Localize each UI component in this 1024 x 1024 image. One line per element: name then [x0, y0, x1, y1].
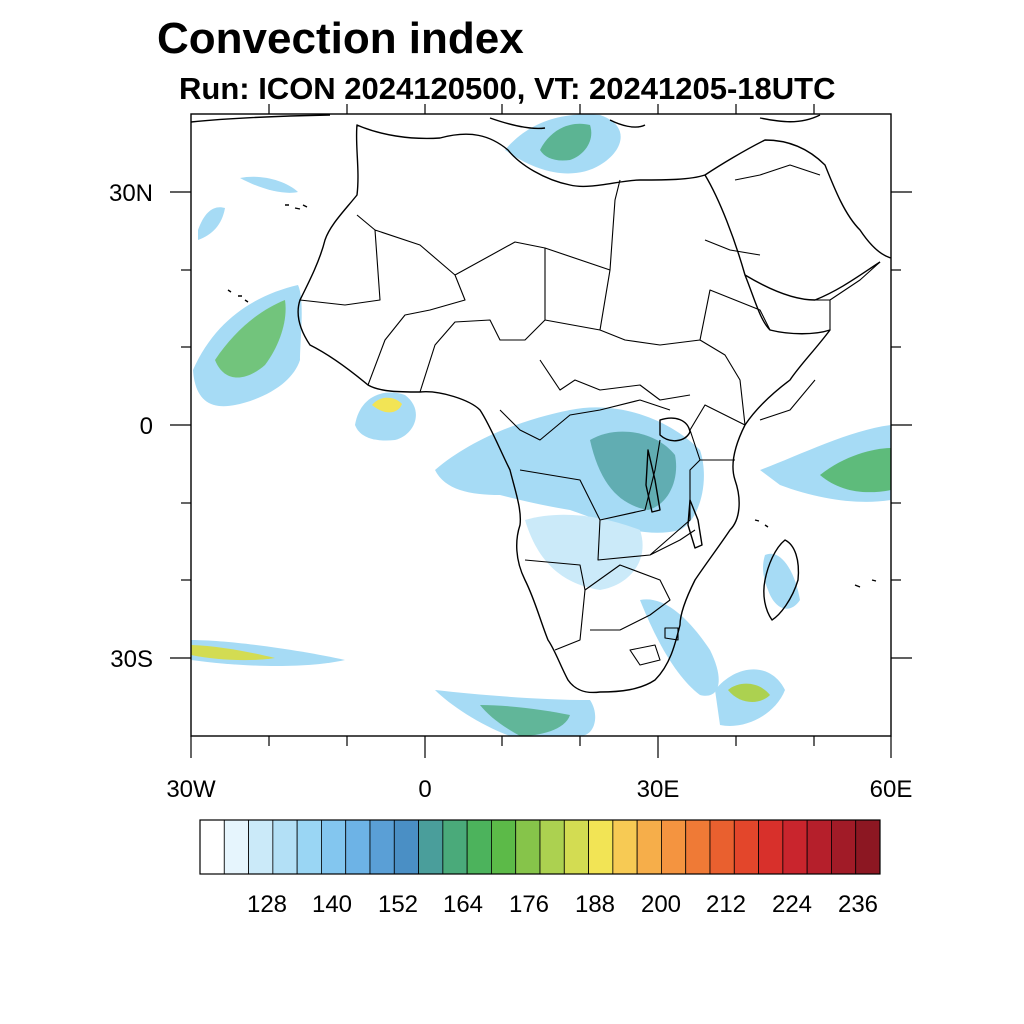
colorbar-box: [612, 819, 638, 875]
chart-subtitle: Run: ICON 2024120500, VT: 20241205-18UTC: [179, 71, 836, 106]
lake-victoria: [659, 417, 691, 442]
convection-area-southeast-africa: [640, 599, 719, 696]
country-borders: [299, 164, 881, 666]
colorbar-label: 140: [312, 891, 352, 918]
convection-area-angola: [525, 514, 643, 590]
axis-ticks: [170, 104, 912, 758]
y-tick-label-30s: 30S: [110, 646, 153, 673]
colorbar-box: [733, 819, 759, 875]
colorbar-boxes: [199, 819, 881, 875]
colorbar-box: [418, 819, 444, 875]
colorbar-box: [296, 819, 322, 875]
canary-islands: [285, 204, 308, 210]
convection-field: [191, 114, 891, 736]
colorbar-box: [563, 819, 589, 875]
convection-area-south-atlantic-east-core: [480, 705, 570, 736]
x-tick-label-0: 0: [418, 776, 431, 800]
colorbar-label: 176: [509, 891, 549, 918]
x-tick-label-30w: 30W: [166, 776, 216, 800]
colorbar-box: [345, 819, 371, 875]
colorbar-box: [442, 819, 468, 875]
axis-labels: 30W 0 30E 60E 30N 0 30S: [109, 180, 912, 800]
y-tick-label-0: 0: [140, 413, 153, 440]
map-outlines: [191, 114, 891, 694]
colorbar-labels: 128 140 152 164 176 188 200 212 224 236: [247, 891, 878, 918]
colorbar-box: [636, 819, 662, 875]
mascarene-islands: [854, 579, 877, 588]
convection-map: 30W 0 30E 60E 30N 0 30S: [109, 104, 912, 800]
colorbar-box: [806, 819, 832, 875]
comoros-islands: [754, 519, 769, 528]
colorbar-box: [539, 819, 565, 875]
colorbar-box: [369, 819, 395, 875]
colorbar-label: 188: [575, 891, 615, 918]
colorbar-box: [321, 819, 347, 875]
africa-coastline: [297, 124, 831, 694]
colorbar-frame: [199, 819, 881, 875]
colorbar-label: 224: [772, 891, 812, 918]
colorbar-label: 128: [247, 891, 287, 918]
colorbar-box: [782, 819, 808, 875]
colorbar-box: [515, 819, 541, 875]
convection-area-north-atlantic-core: [215, 300, 286, 378]
colorbar-box: [491, 819, 517, 875]
convection-area-south-atlantic-west-core: [191, 645, 275, 661]
convection-area-mediterranean-core: [540, 123, 592, 161]
colorbar-box: [272, 819, 298, 875]
colorbar-box: [661, 819, 687, 875]
convection-area-indian-ocean-core: [820, 448, 891, 493]
cape-verde-islands: [227, 289, 249, 303]
y-tick-label-30n: 30N: [109, 180, 153, 207]
colorbar-box: [466, 819, 492, 875]
europe-coastline: [191, 114, 821, 130]
colorbar-box: [758, 819, 784, 875]
convection-area-congo-core: [590, 431, 677, 510]
colorbar-label: 152: [378, 891, 418, 918]
colorbar-label: 212: [706, 891, 746, 918]
chart-title: Convection index: [157, 14, 524, 63]
x-tick-label-60e: 60E: [870, 776, 913, 800]
convection-area-canary-streak: [198, 207, 225, 240]
convection-area-madagascar: [763, 553, 800, 609]
lake-tanganyika: [645, 449, 661, 513]
convection-area-guinea-core: [372, 397, 402, 413]
colorbar-box: [831, 819, 857, 875]
colorbar-label: 200: [641, 891, 681, 918]
x-tick-label-30e: 30E: [637, 776, 680, 800]
madagascar-coastline: [763, 539, 800, 621]
lake-malawi: [687, 499, 703, 549]
colorbar-box: [393, 819, 419, 875]
colorbar-box: [855, 819, 881, 875]
colorbar-label: 164: [443, 891, 483, 918]
colorbar-box: [199, 819, 225, 875]
colorbar-box: [248, 819, 274, 875]
convection-area-azores-streak: [240, 176, 298, 193]
colorbar-label: 236: [838, 891, 878, 918]
colorbar-box: [709, 819, 735, 875]
colorbar-box: [685, 819, 711, 875]
colorbar-box: [223, 819, 249, 875]
colorbar-box: [588, 819, 614, 875]
convection-area-south-madagascar-core: [728, 683, 770, 702]
